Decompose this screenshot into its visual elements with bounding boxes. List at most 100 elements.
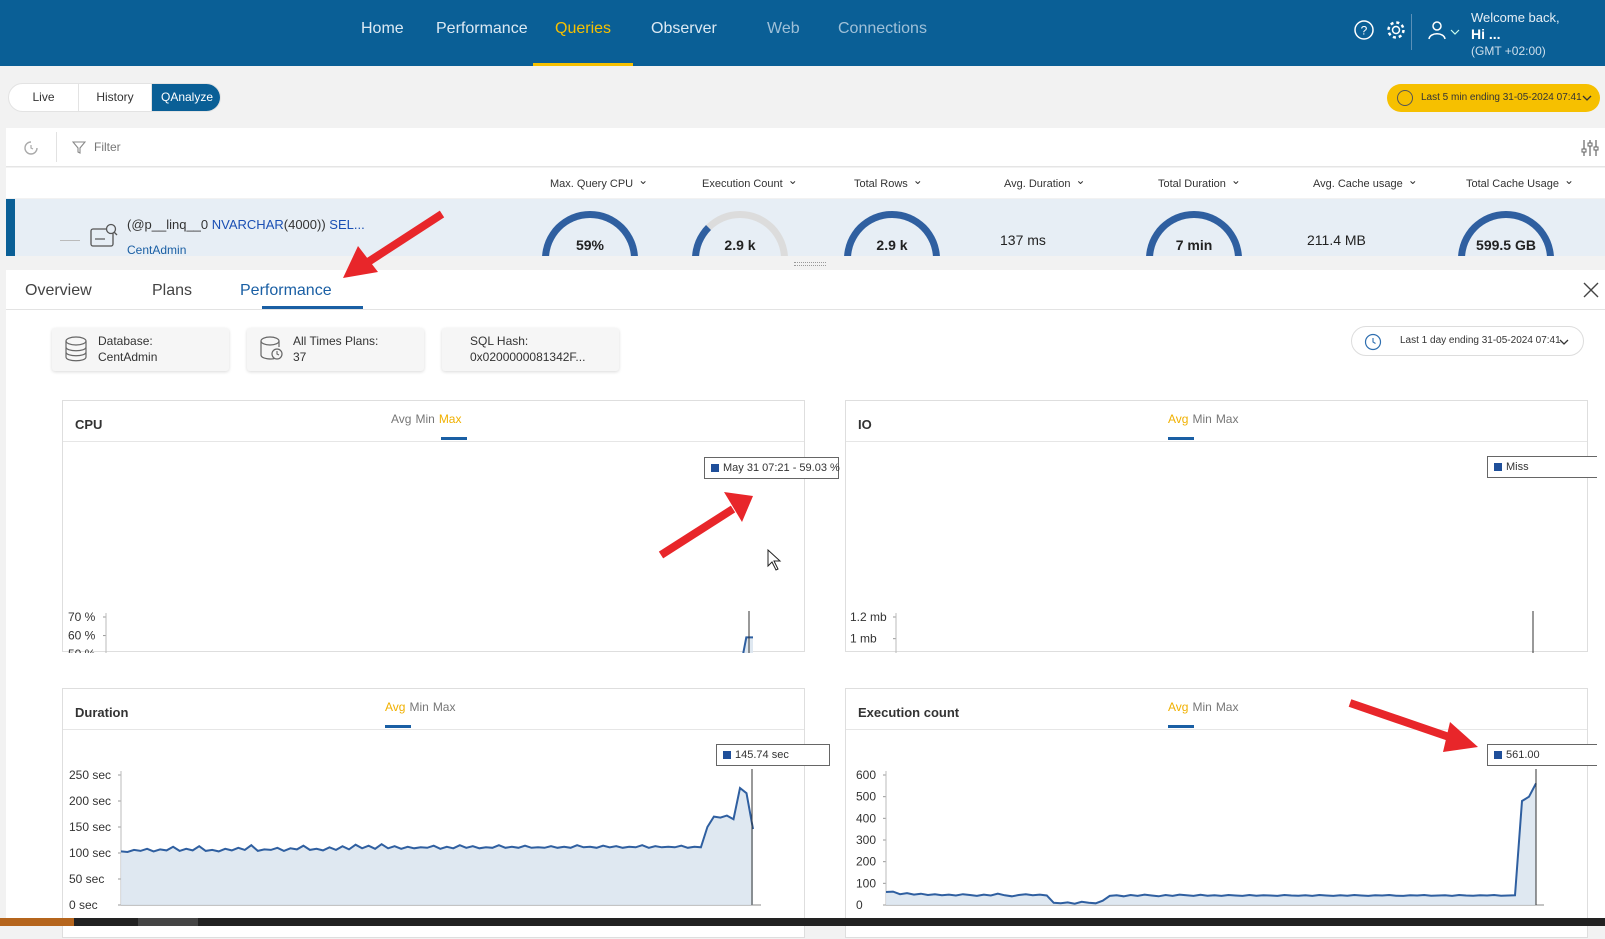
panel-time-range-selector[interactable]: Last 1 day ending 31-05-2024 07:41 <box>1351 326 1584 356</box>
help-icon[interactable]: ? <box>1353 19 1375 41</box>
close-icon[interactable] <box>1579 278 1603 302</box>
seg-divider <box>78 84 79 111</box>
y-tick-label: 200 sec <box>69 794 111 808</box>
chevron-down-icon[interactable] <box>1450 28 1460 36</box>
main-nav: Home Performance Queries Observer Web Co… <box>0 0 1605 66</box>
time-range-selector[interactable]: Last 5 min ending 31-05-2024 07:41 <box>1387 84 1600 112</box>
chart-divider <box>846 729 1587 730</box>
nav-connections[interactable]: Connections <box>838 20 927 37</box>
clock-icon <box>1397 90 1413 106</box>
user-icon[interactable] <box>1426 19 1448 41</box>
duration-chart[interactable]: 0 sec 50 sec 100 sec 150 sec 200 sec 250 sec <box>63 689 806 939</box>
io-mode-min[interactable]: Min <box>1192 412 1212 426</box>
cpu-mode-min[interactable]: Min <box>415 412 435 426</box>
max-cpu-value: 59% <box>575 237 605 253</box>
exec-count-mode-max[interactable]: Max <box>1215 700 1239 714</box>
mode-history[interactable]: History <box>96 90 134 104</box>
svg-text:?: ? <box>1361 24 1368 38</box>
tab-overview[interactable]: Overview <box>25 282 92 299</box>
query-text[interactable]: (@p__linq__0 NVARCHAR(4000)) SEL... <box>127 217 365 232</box>
nav-web[interactable]: Web <box>767 20 800 37</box>
exec-count-mode-avg[interactable]: Avg <box>1168 700 1189 714</box>
database-card-title: Database: <box>98 334 153 348</box>
nav-performance[interactable]: Performance <box>436 20 528 37</box>
col-total-duration[interactable]: Total Duration <box>1158 176 1241 190</box>
cpu-chart[interactable]: 0 %10 %20 %30 %40 %50 %60 %70 %May 30 07… <box>63 401 806 653</box>
tab-active-indicator <box>262 306 363 309</box>
taskbar-item[interactable] <box>138 918 198 926</box>
column-headers: Max. Query CPU Execution Count Total Row… <box>6 168 1605 198</box>
detail-panel: Overview Plans Performance Database: Cen… <box>6 270 1605 938</box>
database-card-value: CentAdmin <box>98 350 158 364</box>
io-mode-switch: Avg Min Max <box>1168 412 1242 426</box>
series-line <box>742 636 753 653</box>
nav-home[interactable]: Home <box>361 20 404 37</box>
duration-mode-switch: Avg Min Max <box>385 700 459 714</box>
cpu-mode-max[interactable]: Max <box>438 412 462 426</box>
duration-mode-min[interactable]: Min <box>409 700 429 714</box>
query-text-tail: SEL... <box>329 217 365 232</box>
timezone-text: (GMT +02:00) <box>1471 44 1546 58</box>
chart-divider <box>63 729 804 730</box>
col-avg-cache[interactable]: Avg. Cache usage <box>1313 176 1418 190</box>
nav-observer[interactable]: Observer <box>651 20 717 37</box>
io-mode-avg[interactable]: Avg <box>1168 412 1189 426</box>
y-tick-label: 200 <box>856 855 876 869</box>
io-chart-title: IO <box>858 417 872 432</box>
nav-queries[interactable]: Queries <box>555 20 612 37</box>
cpu-chart-title: CPU <box>75 417 103 432</box>
y-tick-label: 400 <box>856 811 876 825</box>
column-settings-icon[interactable] <box>1580 138 1600 158</box>
col-max-cpu[interactable]: Max. Query CPU <box>550 176 648 190</box>
query-text-prefix: (@p__linq__0 <box>127 217 212 232</box>
duration-chart-tooltip: 145.74 sec <box>716 744 830 766</box>
query-database[interactable]: CentAdmin <box>127 243 187 256</box>
taskbar-item[interactable] <box>0 918 74 926</box>
query-text-suffix: (4000)) <box>283 217 330 232</box>
mode-live[interactable]: Live <box>32 90 55 104</box>
sql-hash-card-value[interactable]: 0x0200000081342F... <box>470 350 586 364</box>
mode-qanalyze[interactable]: QAnalyze <box>152 84 220 111</box>
col-total-cache[interactable]: Total Cache Usage <box>1466 176 1574 190</box>
cpu-mode-avg[interactable]: Avg <box>391 412 412 426</box>
y-tick-label: 1.2 mb <box>850 610 887 624</box>
taskbar-strip <box>0 918 1605 926</box>
welcome-block: Welcome back, Hi ... (GMT +02:00) <box>1471 10 1560 59</box>
duration-mode-indicator <box>385 725 411 728</box>
time-range-text: Last 5 min ending 31-05-2024 07:41 <box>1421 92 1582 103</box>
io-chart[interactable]: 0 mb0.2 mb0.4 mb0.6 mb0.8 mb1 mb1.2 mbMa… <box>846 401 1589 653</box>
avg-duration-value: 137 ms <box>1000 232 1046 248</box>
series-area <box>886 783 1536 905</box>
clock-icon <box>1364 333 1382 351</box>
resize-handle[interactable] <box>794 262 826 266</box>
y-tick-label: 1 mb <box>850 632 877 646</box>
query-icon <box>90 223 118 247</box>
sql-hash-card: SQL Hash: 0x0200000081342F... <box>442 328 619 371</box>
duration-chart-title: Duration <box>75 705 129 720</box>
filter-bar: Filter <box>6 128 1605 167</box>
tab-plans[interactable]: Plans <box>152 282 193 299</box>
top-navbar: Home Performance Queries Observer Web Co… <box>0 0 1605 66</box>
io-mode-max[interactable]: Max <box>1215 412 1239 426</box>
chevron-down-icon <box>1559 339 1569 345</box>
refresh-icon[interactable] <box>22 139 40 157</box>
duration-mode-max[interactable]: Max <box>432 700 456 714</box>
duration-chart-card: Duration Avg Min Max 0 sec 50 sec 100 sec 150… <box>62 688 830 939</box>
series-area <box>743 637 753 653</box>
chart-divider <box>63 441 804 442</box>
exec-count-chart[interactable]: 0 100 200 300 400 500 600 <box>846 689 1589 939</box>
col-avg-duration[interactable]: Avg. Duration <box>1004 176 1086 190</box>
duration-mode-avg[interactable]: Avg <box>385 700 406 714</box>
col-total-rows[interactable]: Total Rows <box>854 176 923 190</box>
tab-divider <box>6 309 1605 310</box>
exec-count-mode-min[interactable]: Min <box>1192 700 1212 714</box>
col-exec-count[interactable]: Execution Count <box>702 176 798 190</box>
seg-divider <box>151 84 152 111</box>
cpu-chart-tooltip: May 31 07:21 - 59.03 % <box>704 457 840 479</box>
query-row[interactable]: (@p__linq__0 NVARCHAR(4000)) SEL... Cent… <box>6 199 1605 256</box>
filter-input[interactable]: Filter <box>94 140 121 154</box>
tab-performance[interactable]: Performance <box>240 282 332 299</box>
gear-icon[interactable] <box>1385 19 1407 41</box>
filter-icon[interactable] <box>72 140 86 154</box>
